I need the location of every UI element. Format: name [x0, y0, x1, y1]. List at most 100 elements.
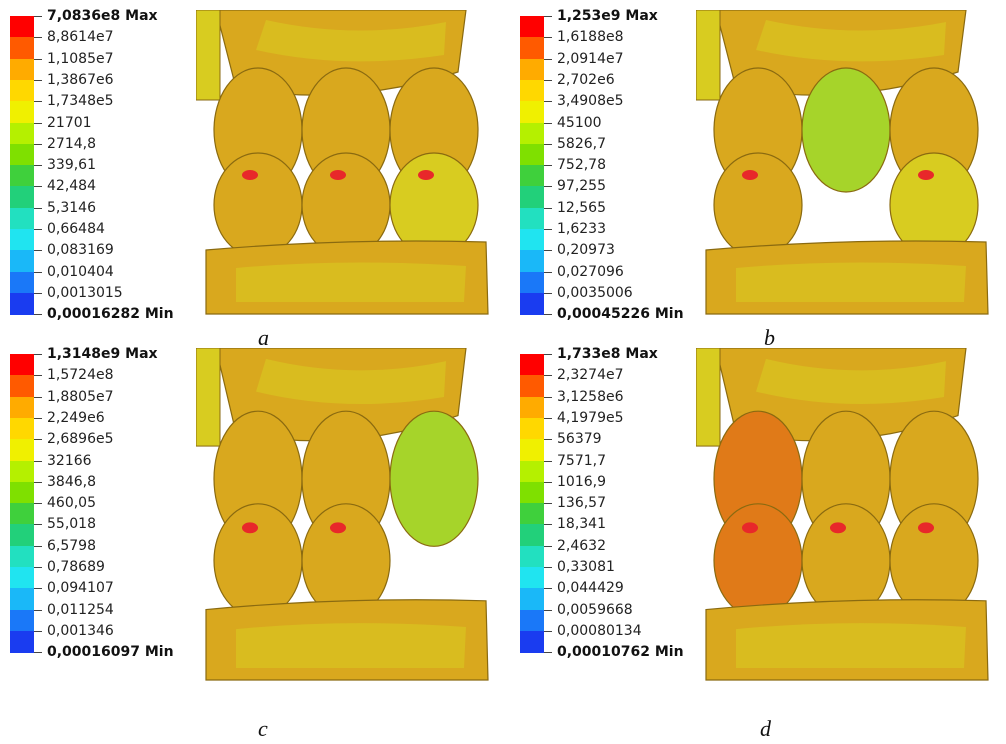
- caption-a: a: [258, 325, 269, 350]
- legend-tick: [34, 567, 42, 568]
- legend-tick: [34, 271, 42, 273]
- lower-bone-highlight: [736, 262, 966, 302]
- legend-tick: [544, 122, 552, 124]
- contact-hotspot: [330, 522, 346, 534]
- panel-b: 1,253e9 Max 1,6188e8 2,0914e7 2,702e6 3,4908…: [520, 8, 1006, 350]
- legend-tick: [544, 439, 552, 441]
- contact-hotspot: [418, 170, 434, 180]
- legend-label: 1,253e9 Max: [557, 8, 658, 24]
- legend-tick: [34, 207, 42, 209]
- legend-label: 2714,8: [47, 135, 96, 152]
- legend-label: 3,1258e6: [557, 388, 624, 405]
- legend-tick: [544, 417, 552, 419]
- legend-tick: [544, 207, 552, 209]
- legend-swatch: [520, 503, 544, 525]
- legend-swatch: [520, 207, 544, 230]
- legend-tick: [544, 652, 552, 654]
- legend-tick: [34, 165, 42, 167]
- legend-label: 21701: [47, 114, 92, 131]
- legend-label: 2,3274e7: [557, 367, 624, 384]
- model-render-d: [696, 348, 989, 681]
- legend-label: 32166: [47, 452, 92, 469]
- legend-label: 7571,7: [557, 452, 606, 469]
- legend-label: 42,484: [47, 178, 96, 195]
- contact-hotspot: [242, 170, 258, 180]
- legend-tick: [34, 122, 42, 124]
- legend-tick: [544, 79, 552, 81]
- legend-tick: [34, 292, 42, 294]
- legend-swatch: [10, 545, 34, 568]
- legend-label: 3846,8: [47, 473, 96, 490]
- lower-element: [213, 503, 303, 618]
- legend-label: 0,011254: [47, 601, 114, 618]
- legend-tick: [544, 545, 552, 547]
- legend-label: 2,6896e5: [47, 431, 114, 448]
- legend-swatch: [10, 122, 34, 145]
- upper-bone-highlight: [256, 358, 446, 405]
- legend-swatch: [10, 186, 34, 209]
- legend-label: 8,8614e7: [47, 29, 114, 46]
- legend-label: 1,6188e8: [557, 29, 624, 46]
- legend-tick: [544, 375, 552, 377]
- legend-tick: [544, 165, 552, 167]
- legend-tick: [544, 101, 552, 103]
- caption-b: b: [764, 325, 775, 350]
- legend-tick: [544, 481, 552, 483]
- legend-swatch: [10, 396, 34, 419]
- model-render-c: [196, 348, 489, 681]
- legend-swatch: [10, 58, 34, 81]
- legend-swatch: [10, 503, 34, 525]
- contact-hotspot: [742, 170, 758, 180]
- legend-label: 6,5798: [47, 537, 96, 554]
- legend-label: 1,8805e7: [47, 388, 114, 405]
- legend-label: 460,05: [47, 495, 96, 512]
- legend-label: 0,33081: [557, 559, 615, 575]
- upper-bone-highlight: [756, 20, 946, 62]
- legend-tick: [34, 460, 42, 462]
- legend-swatch: [10, 165, 34, 187]
- legend-label: 136,57: [557, 495, 606, 512]
- legend-tick: [544, 186, 552, 188]
- legend-swatch: [520, 524, 544, 547]
- legend-swatch: [520, 630, 544, 653]
- legend-label: 2,4632: [557, 537, 606, 554]
- legend-tick: [544, 609, 552, 611]
- legend-label: 1016,9: [557, 473, 606, 490]
- legend-tick: [544, 588, 552, 590]
- legend-swatch: [520, 292, 544, 315]
- legend-swatch: [520, 354, 544, 376]
- legend-tick: [544, 37, 552, 39]
- legend-tick: [34, 186, 42, 188]
- legend-tick: [34, 439, 42, 441]
- legend-tick: [34, 503, 42, 505]
- legend-tick: [34, 58, 42, 60]
- legend-label: 1,3867e6: [47, 71, 114, 88]
- legend-label: 97,255: [557, 178, 606, 195]
- legend-swatch: [520, 186, 544, 209]
- legend-swatch: [520, 122, 544, 145]
- legend-tick: [34, 250, 42, 252]
- upper-bone-highlight: [756, 358, 946, 405]
- legend-tick: [34, 101, 42, 103]
- legend-tick: [544, 271, 552, 273]
- legend-label: 0,00016097 Min: [47, 644, 174, 661]
- lower-element: [713, 503, 803, 618]
- legend-swatch: [10, 292, 34, 315]
- legend-swatch: [10, 630, 34, 653]
- legend-label: 5826,7: [557, 135, 606, 152]
- legend-tick: [34, 609, 42, 611]
- legend-label: 1,7348e5: [47, 93, 114, 110]
- upper-element: [801, 67, 891, 193]
- legend-swatch: [520, 588, 544, 611]
- legend-label: 1,3148e9 Max: [47, 346, 158, 362]
- legend-label: 55,018: [47, 516, 96, 533]
- lower-element: [713, 152, 803, 258]
- legend-label: 56379: [557, 431, 602, 448]
- legend-swatch: [520, 79, 544, 102]
- legend-tick: [34, 229, 42, 230]
- legend-swatch: [520, 439, 544, 461]
- legend-label: 2,0914e7: [557, 50, 624, 67]
- panel-c: 1,3148e9 Max 1,5724e8 1,8805e7 2,249e6 2,689…: [10, 346, 496, 744]
- legend-label: 2,249e6: [47, 409, 105, 426]
- legend-swatch: [10, 375, 34, 398]
